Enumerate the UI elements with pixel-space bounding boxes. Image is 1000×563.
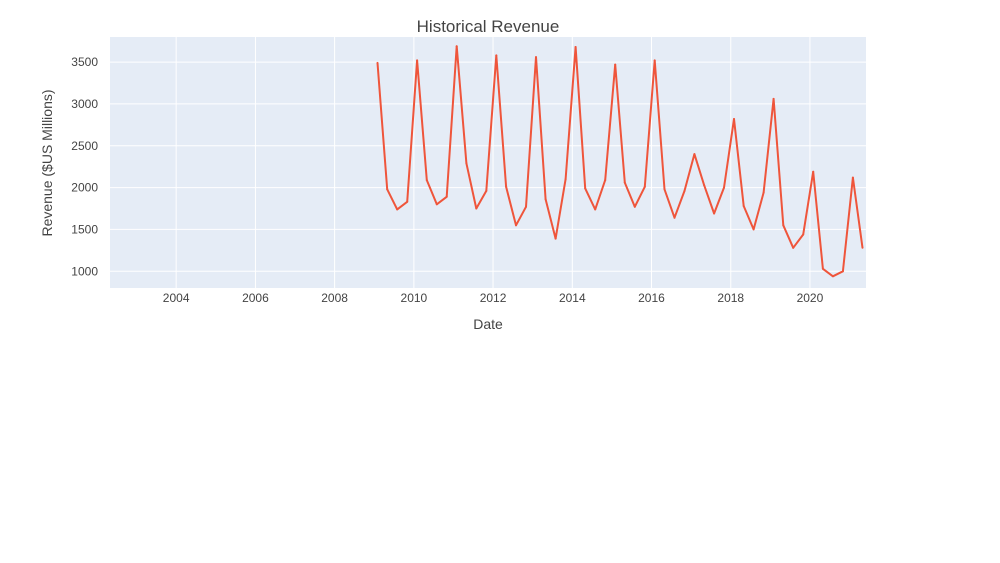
data-point bbox=[525, 205, 527, 208]
x-tick-label: 2006 bbox=[242, 291, 269, 305]
data-point bbox=[643, 185, 646, 188]
data-point bbox=[386, 188, 389, 191]
x-tick-label: 2008 bbox=[321, 291, 348, 305]
data-point bbox=[861, 246, 864, 249]
data-point bbox=[831, 275, 834, 278]
y-tick-label: 2000 bbox=[71, 181, 98, 195]
data-point bbox=[594, 208, 597, 211]
x-tick-label: 2004 bbox=[163, 291, 190, 305]
data-point bbox=[435, 203, 438, 206]
data-point bbox=[465, 162, 468, 165]
data-point bbox=[762, 191, 765, 194]
x-tick-label: 2018 bbox=[717, 291, 744, 305]
data-point bbox=[802, 233, 805, 236]
x-tick-label: 2016 bbox=[638, 291, 665, 305]
data-point bbox=[485, 189, 488, 192]
data-point bbox=[544, 198, 547, 201]
chart-title: Historical Revenue bbox=[417, 17, 560, 36]
x-tick-label: 2012 bbox=[480, 291, 507, 305]
data-point bbox=[723, 186, 725, 189]
data-point bbox=[425, 179, 428, 182]
data-point bbox=[495, 54, 498, 57]
y-axis-title: Revenue ($US Millions) bbox=[39, 89, 55, 236]
data-point bbox=[733, 118, 735, 120]
grid-lines bbox=[110, 37, 866, 288]
data-point bbox=[614, 63, 617, 66]
data-point bbox=[792, 246, 795, 249]
data-point bbox=[604, 179, 607, 182]
data-point bbox=[515, 224, 517, 227]
data-point bbox=[406, 200, 409, 203]
data-point bbox=[673, 216, 676, 219]
y-tick-label: 2500 bbox=[71, 139, 98, 153]
data-point bbox=[535, 56, 537, 59]
x-axis-ticks: 2004 2006 2008 2010 2012 2014 2016 2018 2020 bbox=[163, 291, 824, 305]
data-point bbox=[574, 46, 577, 48]
data-point bbox=[683, 189, 686, 192]
x-tick-label: 2010 bbox=[401, 291, 428, 305]
data-point bbox=[396, 208, 399, 211]
y-axis-ticks: 1000 1500 2000 2500 3000 3500 bbox=[71, 55, 98, 278]
data-point bbox=[812, 170, 815, 173]
data-point bbox=[633, 205, 636, 208]
data-point bbox=[693, 153, 696, 156]
data-point bbox=[713, 212, 716, 215]
data-point bbox=[851, 176, 854, 179]
x-tick-label: 2020 bbox=[797, 291, 824, 305]
data-point bbox=[564, 178, 567, 181]
data-point bbox=[416, 59, 419, 62]
data-point bbox=[455, 45, 458, 48]
revenue-series-line bbox=[376, 45, 864, 278]
data-point bbox=[742, 205, 745, 207]
data-point bbox=[505, 185, 508, 188]
y-tick-label: 1000 bbox=[71, 264, 98, 278]
data-point bbox=[623, 181, 626, 184]
data-point bbox=[752, 228, 755, 231]
y-tick-label: 1500 bbox=[71, 222, 98, 236]
series-layer bbox=[376, 45, 864, 278]
data-point bbox=[663, 188, 666, 191]
y-tick-label: 3000 bbox=[71, 97, 98, 111]
data-point bbox=[554, 237, 557, 240]
data-point bbox=[445, 195, 448, 198]
data-point bbox=[584, 187, 587, 190]
data-point bbox=[772, 97, 775, 100]
data-point bbox=[703, 184, 706, 187]
data-point bbox=[841, 270, 844, 273]
data-point bbox=[821, 267, 824, 270]
x-tick-label: 2014 bbox=[559, 291, 586, 305]
y-tick-label: 3500 bbox=[71, 55, 98, 69]
data-point bbox=[376, 61, 379, 64]
data-point bbox=[782, 224, 785, 227]
x-axis-title: Date bbox=[473, 316, 503, 332]
data-point bbox=[475, 207, 478, 210]
data-point bbox=[653, 59, 656, 62]
